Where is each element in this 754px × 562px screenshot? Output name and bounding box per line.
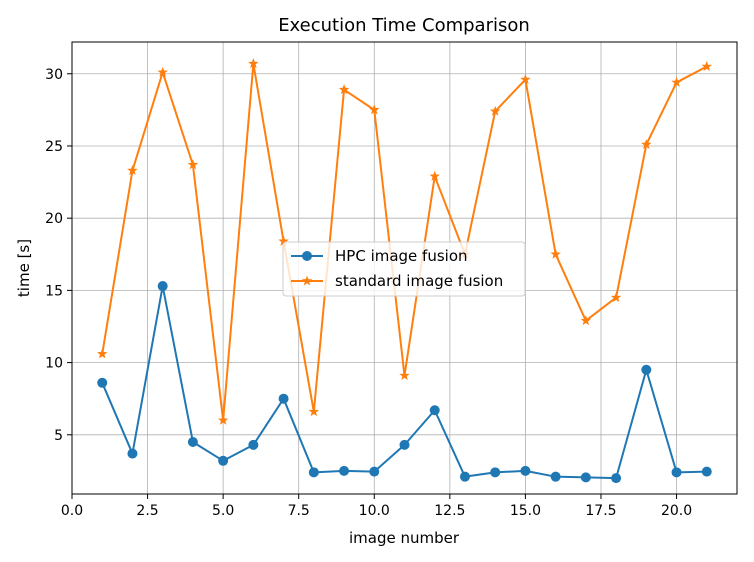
x-tick-label: 0.0 bbox=[61, 503, 83, 519]
x-axis-label: image number bbox=[349, 529, 460, 547]
series-2-point bbox=[641, 139, 652, 149]
series-2-point bbox=[701, 61, 712, 71]
series-2-point bbox=[248, 58, 259, 69]
series-2-point bbox=[308, 406, 320, 417]
series-1-point bbox=[490, 467, 501, 478]
legend-label: standard image fusion bbox=[335, 272, 503, 290]
y-tick-label: 20 bbox=[45, 211, 63, 227]
legend-marker bbox=[302, 251, 312, 261]
series-1-point bbox=[187, 437, 198, 448]
plot-frame bbox=[71, 41, 738, 495]
series-2-point bbox=[157, 66, 168, 77]
series-2-point bbox=[610, 292, 622, 303]
series-1 bbox=[97, 281, 712, 484]
series-1-point bbox=[369, 466, 380, 477]
series-2-point bbox=[671, 76, 682, 87]
series-1-point bbox=[429, 405, 440, 416]
series-1-point bbox=[459, 471, 470, 482]
series-1-point bbox=[97, 377, 108, 388]
y-axis-label: time [s] bbox=[15, 239, 33, 297]
series-2-point bbox=[338, 84, 350, 95]
series-2-point bbox=[217, 414, 229, 425]
series-1-point bbox=[278, 393, 289, 404]
series-2-point bbox=[369, 104, 380, 115]
x-tick-label: 5.0 bbox=[212, 503, 234, 519]
chart-title: Execution Time Comparison bbox=[278, 15, 530, 36]
y-tick-label: 5 bbox=[54, 428, 63, 444]
x-tick-label: 2.5 bbox=[136, 503, 158, 519]
y-tick-label: 25 bbox=[45, 139, 63, 155]
series-1-point bbox=[611, 473, 622, 484]
series-2 bbox=[97, 58, 712, 425]
series-1-point bbox=[127, 448, 138, 459]
series-1-point bbox=[520, 465, 531, 476]
x-tick-label: 20.0 bbox=[661, 503, 692, 519]
series-2-point bbox=[489, 105, 501, 116]
axis-ticks: 0.0 2.5 5.0 7.5 10.0 12.5 15.0 17.5 20.0 5 10 15 20 2… bbox=[45, 67, 692, 519]
series-2-point bbox=[97, 348, 108, 359]
series-1-point bbox=[671, 467, 682, 478]
x-tick-label: 17.5 bbox=[585, 503, 616, 519]
x-tick-label: 12.5 bbox=[434, 503, 465, 519]
series-2-point bbox=[187, 159, 199, 170]
legend: HPC image fusion standard image fusion bbox=[282, 241, 526, 297]
series-2-point bbox=[127, 165, 138, 175]
legend-marker bbox=[301, 275, 313, 286]
legend-box bbox=[282, 241, 526, 297]
y-tick-label: 30 bbox=[45, 67, 63, 83]
x-tick-label: 10.0 bbox=[359, 503, 390, 519]
series-2-point bbox=[399, 370, 410, 381]
series-2-point bbox=[278, 235, 289, 246]
y-tick-label: 15 bbox=[45, 283, 63, 299]
series-1-point bbox=[399, 439, 410, 450]
legend-item-2: standard image fusion bbox=[291, 272, 503, 290]
series-2-point bbox=[580, 315, 592, 326]
series-layer bbox=[97, 58, 712, 484]
series-1-point bbox=[157, 281, 168, 292]
series-1-point bbox=[701, 466, 712, 477]
x-tick-label: 7.5 bbox=[288, 503, 310, 519]
legend-label: HPC image fusion bbox=[335, 247, 468, 265]
series-1-point bbox=[339, 465, 350, 476]
series-2-point bbox=[520, 74, 531, 84]
x-tick-label: 15.0 bbox=[510, 503, 541, 519]
legend-item-1: HPC image fusion bbox=[291, 247, 468, 265]
series-1-point bbox=[308, 467, 319, 478]
series-1-point bbox=[218, 455, 229, 466]
y-tick-label: 10 bbox=[45, 356, 63, 372]
series-1-point bbox=[248, 439, 259, 450]
series-1-point bbox=[641, 364, 652, 375]
series-1-point bbox=[580, 472, 591, 483]
series-1-point bbox=[550, 471, 561, 482]
series-2-point bbox=[429, 170, 440, 181]
series-2-point bbox=[550, 248, 561, 259]
